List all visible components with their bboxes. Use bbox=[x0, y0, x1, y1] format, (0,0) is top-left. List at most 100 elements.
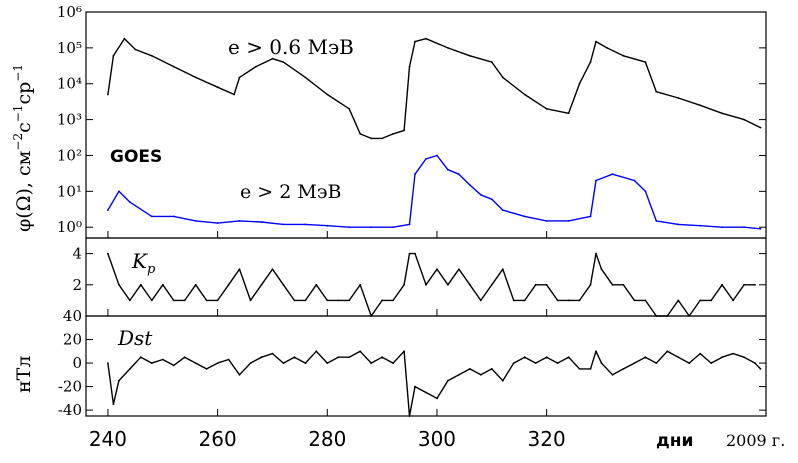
dst-series-0-point-50 bbox=[622, 368, 625, 370]
dst-series-0-point-61 bbox=[743, 356, 745, 359]
flux-series-1-point-24 bbox=[501, 209, 504, 212]
flux-series-1-point-14 bbox=[392, 226, 394, 229]
flux-series-0-point-1 bbox=[112, 54, 115, 57]
dst-series-group bbox=[107, 350, 762, 417]
dst-series-0-point-8 bbox=[183, 356, 186, 359]
kp-series-0-point-46 bbox=[595, 252, 597, 255]
kp-series-0-point-15 bbox=[271, 268, 274, 271]
dst-series-0-point-51 bbox=[633, 362, 636, 364]
flux-series-1-point-31 bbox=[633, 179, 636, 182]
flux-series-1-point-5 bbox=[194, 220, 197, 222]
flux-series-0-point-4 bbox=[150, 54, 153, 57]
kp-series-0-point-54 bbox=[677, 299, 680, 302]
kp-series-0-point-39 bbox=[523, 299, 526, 302]
dst-series-0-point-4 bbox=[139, 356, 142, 359]
flux-series-0-point-19 bbox=[392, 133, 394, 135]
flux-series-1-point-0 bbox=[107, 209, 109, 212]
dst-series-0-point-15 bbox=[260, 356, 263, 359]
dst-series-0-point-62 bbox=[754, 362, 756, 364]
dst-y-axis: -40 -20 0 20 40 bbox=[58, 307, 766, 419]
kp-series-0-point-33 bbox=[458, 268, 460, 271]
kp-series-0-point-59 bbox=[732, 299, 734, 302]
dst-ytick-label-3: 20 bbox=[63, 331, 82, 349]
flux-series-1-point-6 bbox=[216, 222, 219, 225]
y-axis-title-flux-c: с bbox=[13, 122, 35, 133]
flux-series-0-point-26 bbox=[490, 61, 493, 63]
dst-series-0-point-11 bbox=[216, 362, 219, 364]
xtick-label-4: 320 bbox=[528, 427, 566, 451]
kp-series-0-point-35 bbox=[479, 299, 482, 302]
flux-series-1-point-34 bbox=[677, 223, 680, 226]
dst-ytick-label-0: -40 bbox=[58, 401, 82, 419]
series-label-low-energy: e > 2 МэВ bbox=[240, 181, 341, 203]
dst-series-0-point-39 bbox=[512, 362, 515, 364]
dst-series-0-point-23 bbox=[348, 356, 351, 359]
dst-series-0-point-10 bbox=[205, 368, 208, 370]
kp-series-0-point-21 bbox=[337, 299, 340, 302]
dst-series-0-point-16 bbox=[271, 352, 274, 355]
flux-series-1-point-10 bbox=[304, 223, 307, 226]
dst-series-0-point-38 bbox=[501, 379, 504, 382]
flux-series-1-point-19 bbox=[447, 168, 449, 171]
flux-series-0-point-30 bbox=[567, 112, 570, 115]
kp-series-0-point-43 bbox=[567, 299, 570, 302]
flux-series-1-point-32 bbox=[644, 190, 647, 193]
dst-series-0-point-0 bbox=[107, 362, 109, 364]
dst-series-0-point-34 bbox=[458, 373, 460, 376]
kp-series-0-point-25 bbox=[381, 299, 383, 302]
dst-series-line-0 bbox=[107, 350, 762, 417]
kp-series-0-point-61 bbox=[754, 283, 756, 286]
dst-series-0-point-6 bbox=[161, 358, 164, 361]
flux-series-1-point-29 bbox=[595, 179, 597, 182]
flux-series-0-point-34 bbox=[606, 47, 608, 49]
kp-series-0-point-40 bbox=[534, 283, 537, 286]
y-axis-title-dst: нТл bbox=[13, 356, 35, 393]
flux-series-0-point-23 bbox=[425, 37, 427, 40]
flux-series-0-point-27 bbox=[501, 76, 504, 79]
kp-series-0-point-38 bbox=[512, 299, 515, 302]
kp-series-0-point-48 bbox=[611, 283, 614, 286]
dst-series-0-point-37 bbox=[490, 368, 493, 370]
dst-series-0-point-46 bbox=[589, 368, 592, 370]
dst-series-0-point-26 bbox=[381, 356, 383, 359]
dst-series-0-point-59 bbox=[721, 356, 723, 359]
kp-series-0-point-60 bbox=[743, 283, 745, 286]
flux-series-0-point-22 bbox=[414, 40, 416, 43]
flux-series-1-point-3 bbox=[150, 215, 153, 218]
kp-series-0-point-7 bbox=[183, 299, 186, 302]
kp-ytick-label-1: 4 bbox=[72, 245, 82, 263]
dst-series-0-point-5 bbox=[150, 362, 153, 364]
dst-series-0-point-36 bbox=[479, 373, 482, 376]
kp-series-0-point-31 bbox=[436, 268, 438, 271]
dst-panel: -40 -20 0 20 40 240 260 280 300 320 Dst bbox=[58, 231, 767, 451]
kp-series-0-point-29 bbox=[414, 252, 416, 255]
dst-series-0-point-27 bbox=[392, 362, 394, 364]
dst-series-0-point-19 bbox=[304, 362, 307, 364]
dst-series-0-point-1 bbox=[112, 403, 115, 406]
kp-series-0-point-14 bbox=[260, 283, 263, 286]
kp-series-0-point-26 bbox=[392, 299, 394, 302]
flux-series-0-point-18 bbox=[381, 137, 383, 140]
flux-ytick-label-6: 10⁶ bbox=[57, 3, 82, 21]
flux-series-line-0 bbox=[107, 38, 761, 140]
kp-series-0-point-42 bbox=[556, 299, 559, 302]
kp-series-0-point-36 bbox=[490, 283, 493, 286]
flux-series-0-point-13 bbox=[304, 76, 307, 79]
dst-series-0-point-25 bbox=[370, 362, 373, 364]
flux-series-0-point-28 bbox=[523, 93, 526, 96]
flux-series-0-point-11 bbox=[271, 57, 274, 60]
kp-series-0-point-57 bbox=[710, 299, 713, 302]
kp-series-0-point-11 bbox=[227, 283, 230, 286]
flux-series-0-point-8 bbox=[233, 93, 236, 96]
kp-label-main: K bbox=[131, 249, 148, 273]
kp-series-0-point-2 bbox=[129, 299, 131, 302]
flux-series-1-point-18 bbox=[436, 154, 438, 157]
flux-series-0-point-14 bbox=[326, 93, 329, 96]
flux-series-0-point-5 bbox=[172, 65, 175, 68]
dst-series-0-point-13 bbox=[238, 373, 241, 376]
flux-series-0-point-29 bbox=[545, 107, 548, 110]
flux-series-1-point-38 bbox=[759, 227, 762, 230]
kp-series-0-point-4 bbox=[150, 299, 153, 302]
flux-series-1-point-4 bbox=[172, 215, 175, 218]
flux-y-axis: 10⁰ 10¹ 10² 10³ 10⁴ 10⁵ 10⁶ bbox=[57, 3, 766, 236]
